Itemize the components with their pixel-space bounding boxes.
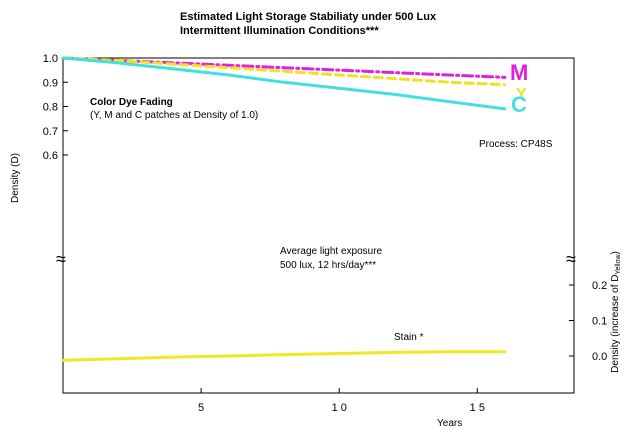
series-line-y — [61, 56, 507, 87]
x-tick-label: 1 5 — [470, 402, 485, 414]
y-axis-right-label-end: ) — [610, 251, 621, 254]
exposure-line-1: Average light exposure — [280, 246, 383, 257]
series-line-stain — [61, 350, 507, 362]
series-layer — [61, 56, 507, 362]
chart-title-line-2: Intermittent Illumination Conditions*** — [180, 25, 379, 37]
y-right-tick-label: 0.2 — [592, 280, 607, 292]
series-label-c: C — [511, 92, 527, 117]
y-axis-right-label-main: Density (increase of D — [610, 274, 621, 372]
series-label-y: Y — [516, 86, 527, 103]
ticks-layer: 5 1 0 1 5 1.0 0.9 0.8 0.7 0.6 0.2 0.1 0.0 — [43, 53, 608, 414]
y-left-tick-label: 0.6 — [43, 150, 58, 162]
x-tick-label: 1 0 — [332, 402, 347, 414]
stain-label: Stain * — [394, 332, 424, 343]
series-label-m: M — [510, 60, 528, 85]
left-axis-break-mark: ≈ — [56, 249, 66, 269]
y-left-tick-label: 0.9 — [43, 77, 58, 89]
x-tick-label: 5 — [198, 402, 204, 414]
y-right-tick-label: 0.0 — [592, 351, 607, 363]
y-left-tick-label: 0.7 — [43, 126, 58, 138]
chart-title-line-1: Estimated Light Storage Stabiliaty under… — [180, 11, 437, 23]
process-label: Process: CP48S — [479, 139, 553, 150]
y-left-tick-label: 0.8 — [43, 102, 58, 114]
y-axis-left-label: Density (D) — [10, 153, 21, 203]
fading-subtitle: (Y, M and C patches at Density of 1.0) — [90, 110, 258, 121]
y-left-tick-label: 1.0 — [43, 53, 58, 65]
series-line-c — [61, 56, 507, 111]
y-axis-right-label-sub: Yellow — [615, 254, 622, 275]
plot-area-frame — [62, 57, 575, 394]
y-right-tick-label: 0.1 — [592, 316, 607, 328]
exposure-line-2: 500 lux, 12 hrs/day*** — [280, 260, 376, 271]
x-axis-label: Years — [437, 418, 462, 429]
fading-title: Color Dye Fading — [90, 97, 173, 108]
y-axis-right-label: Density (increase of DYellow) — [610, 251, 622, 373]
right-axis-break-mark: ≈ — [566, 249, 576, 269]
